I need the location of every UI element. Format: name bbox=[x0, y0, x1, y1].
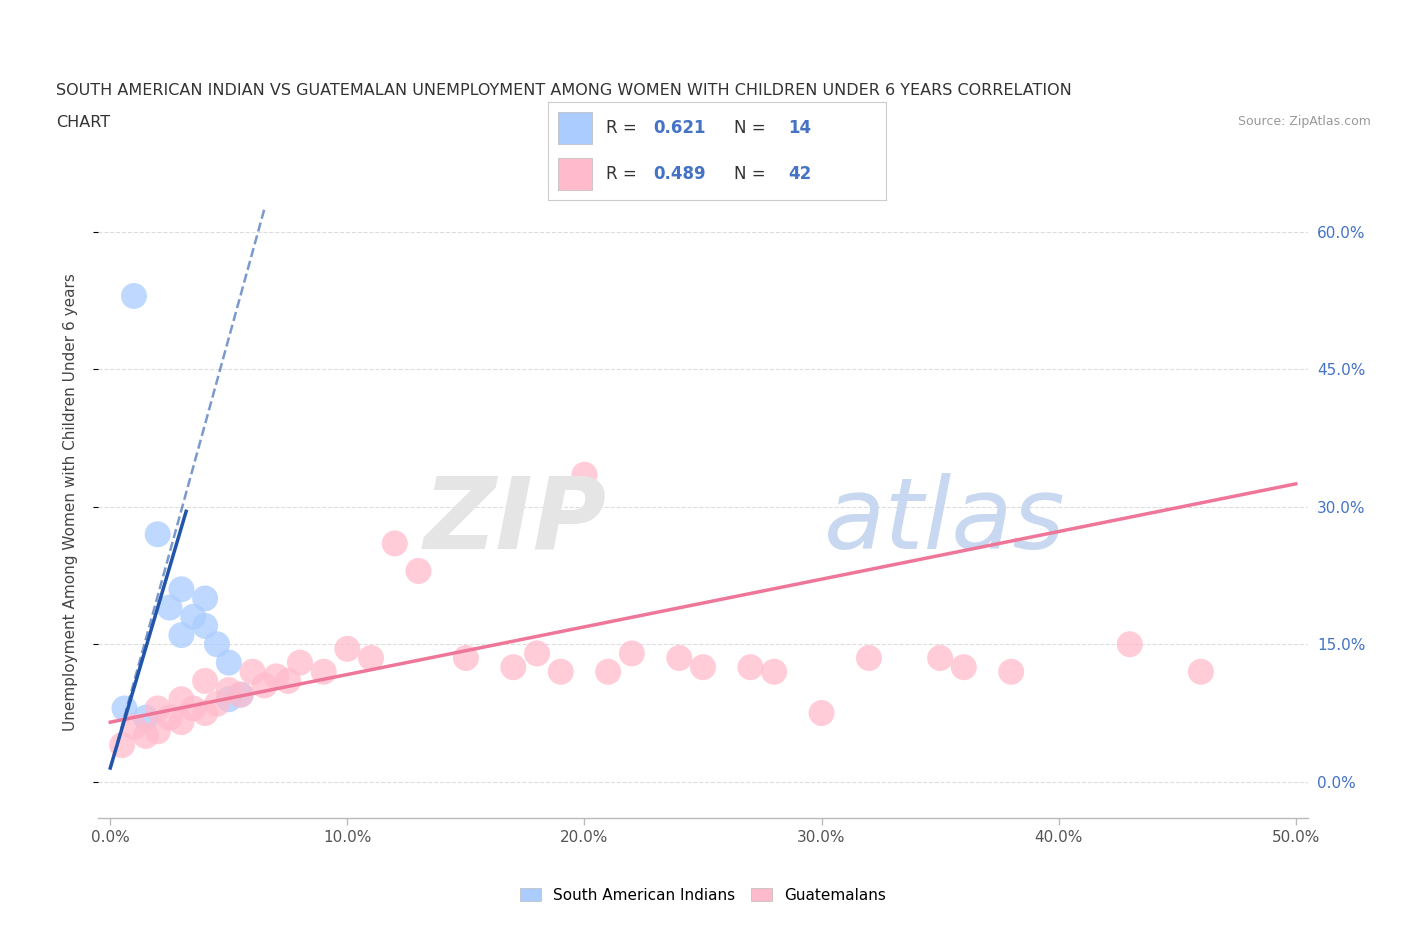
Point bbox=[135, 728, 157, 743]
Legend: South American Indians, Guatemalans: South American Indians, Guatemalans bbox=[513, 882, 893, 909]
Point bbox=[312, 664, 335, 679]
Point bbox=[194, 618, 217, 633]
Point bbox=[229, 687, 252, 702]
Point bbox=[194, 706, 217, 721]
Point bbox=[159, 711, 181, 725]
Point bbox=[181, 701, 204, 716]
Point bbox=[218, 655, 240, 670]
Point bbox=[929, 651, 952, 666]
Point bbox=[170, 715, 193, 730]
Text: 42: 42 bbox=[787, 165, 811, 183]
Point bbox=[952, 659, 974, 674]
Point bbox=[360, 651, 382, 666]
Point bbox=[181, 609, 204, 624]
Point bbox=[277, 673, 299, 688]
Point bbox=[408, 564, 430, 578]
Text: ZIP: ZIP bbox=[423, 472, 606, 570]
Point bbox=[336, 642, 359, 657]
Text: N =: N = bbox=[734, 165, 770, 183]
Point bbox=[229, 687, 252, 702]
Point bbox=[668, 651, 690, 666]
Point bbox=[1119, 637, 1142, 652]
Point bbox=[810, 706, 832, 721]
Point bbox=[194, 591, 217, 605]
Y-axis label: Unemployment Among Women with Children Under 6 years: Unemployment Among Women with Children U… bbox=[63, 273, 77, 731]
Point bbox=[146, 701, 169, 716]
Bar bbox=[558, 112, 592, 144]
Point bbox=[122, 719, 145, 734]
Point bbox=[146, 724, 169, 738]
Text: 14: 14 bbox=[787, 119, 811, 138]
Text: SOUTH AMERICAN INDIAN VS GUATEMALAN UNEMPLOYMENT AMONG WOMEN WITH CHILDREN UNDER: SOUTH AMERICAN INDIAN VS GUATEMALAN UNEM… bbox=[56, 83, 1071, 98]
Point bbox=[218, 692, 240, 707]
Point bbox=[135, 711, 157, 725]
Point bbox=[205, 637, 228, 652]
Point bbox=[763, 664, 786, 679]
Point bbox=[526, 646, 548, 661]
Point bbox=[170, 628, 193, 643]
Point bbox=[384, 536, 406, 551]
Point bbox=[454, 651, 477, 666]
Point bbox=[550, 664, 572, 679]
Point bbox=[264, 669, 287, 684]
Text: 0.621: 0.621 bbox=[652, 119, 706, 138]
Text: 0.489: 0.489 bbox=[652, 165, 706, 183]
Point bbox=[858, 651, 880, 666]
Point bbox=[170, 692, 193, 707]
Point bbox=[502, 659, 524, 674]
Point bbox=[574, 467, 596, 482]
Point bbox=[159, 600, 181, 615]
Point bbox=[111, 737, 134, 752]
Text: Source: ZipAtlas.com: Source: ZipAtlas.com bbox=[1237, 115, 1371, 128]
Point bbox=[146, 526, 169, 541]
Point bbox=[218, 683, 240, 698]
Point bbox=[253, 678, 276, 693]
Point bbox=[1000, 664, 1022, 679]
Point bbox=[170, 582, 193, 597]
Point bbox=[114, 701, 136, 716]
Text: R =: R = bbox=[606, 165, 641, 183]
Point bbox=[194, 673, 217, 688]
Point bbox=[1189, 664, 1212, 679]
Point bbox=[740, 659, 762, 674]
Text: CHART: CHART bbox=[56, 115, 110, 130]
Point bbox=[242, 664, 264, 679]
Text: N =: N = bbox=[734, 119, 770, 138]
Bar bbox=[558, 158, 592, 191]
Point bbox=[620, 646, 643, 661]
Point bbox=[598, 664, 620, 679]
Text: atlas: atlas bbox=[824, 472, 1066, 570]
Text: R =: R = bbox=[606, 119, 641, 138]
Point bbox=[205, 697, 228, 711]
Point bbox=[692, 659, 714, 674]
Point bbox=[122, 288, 145, 303]
Point bbox=[288, 655, 311, 670]
